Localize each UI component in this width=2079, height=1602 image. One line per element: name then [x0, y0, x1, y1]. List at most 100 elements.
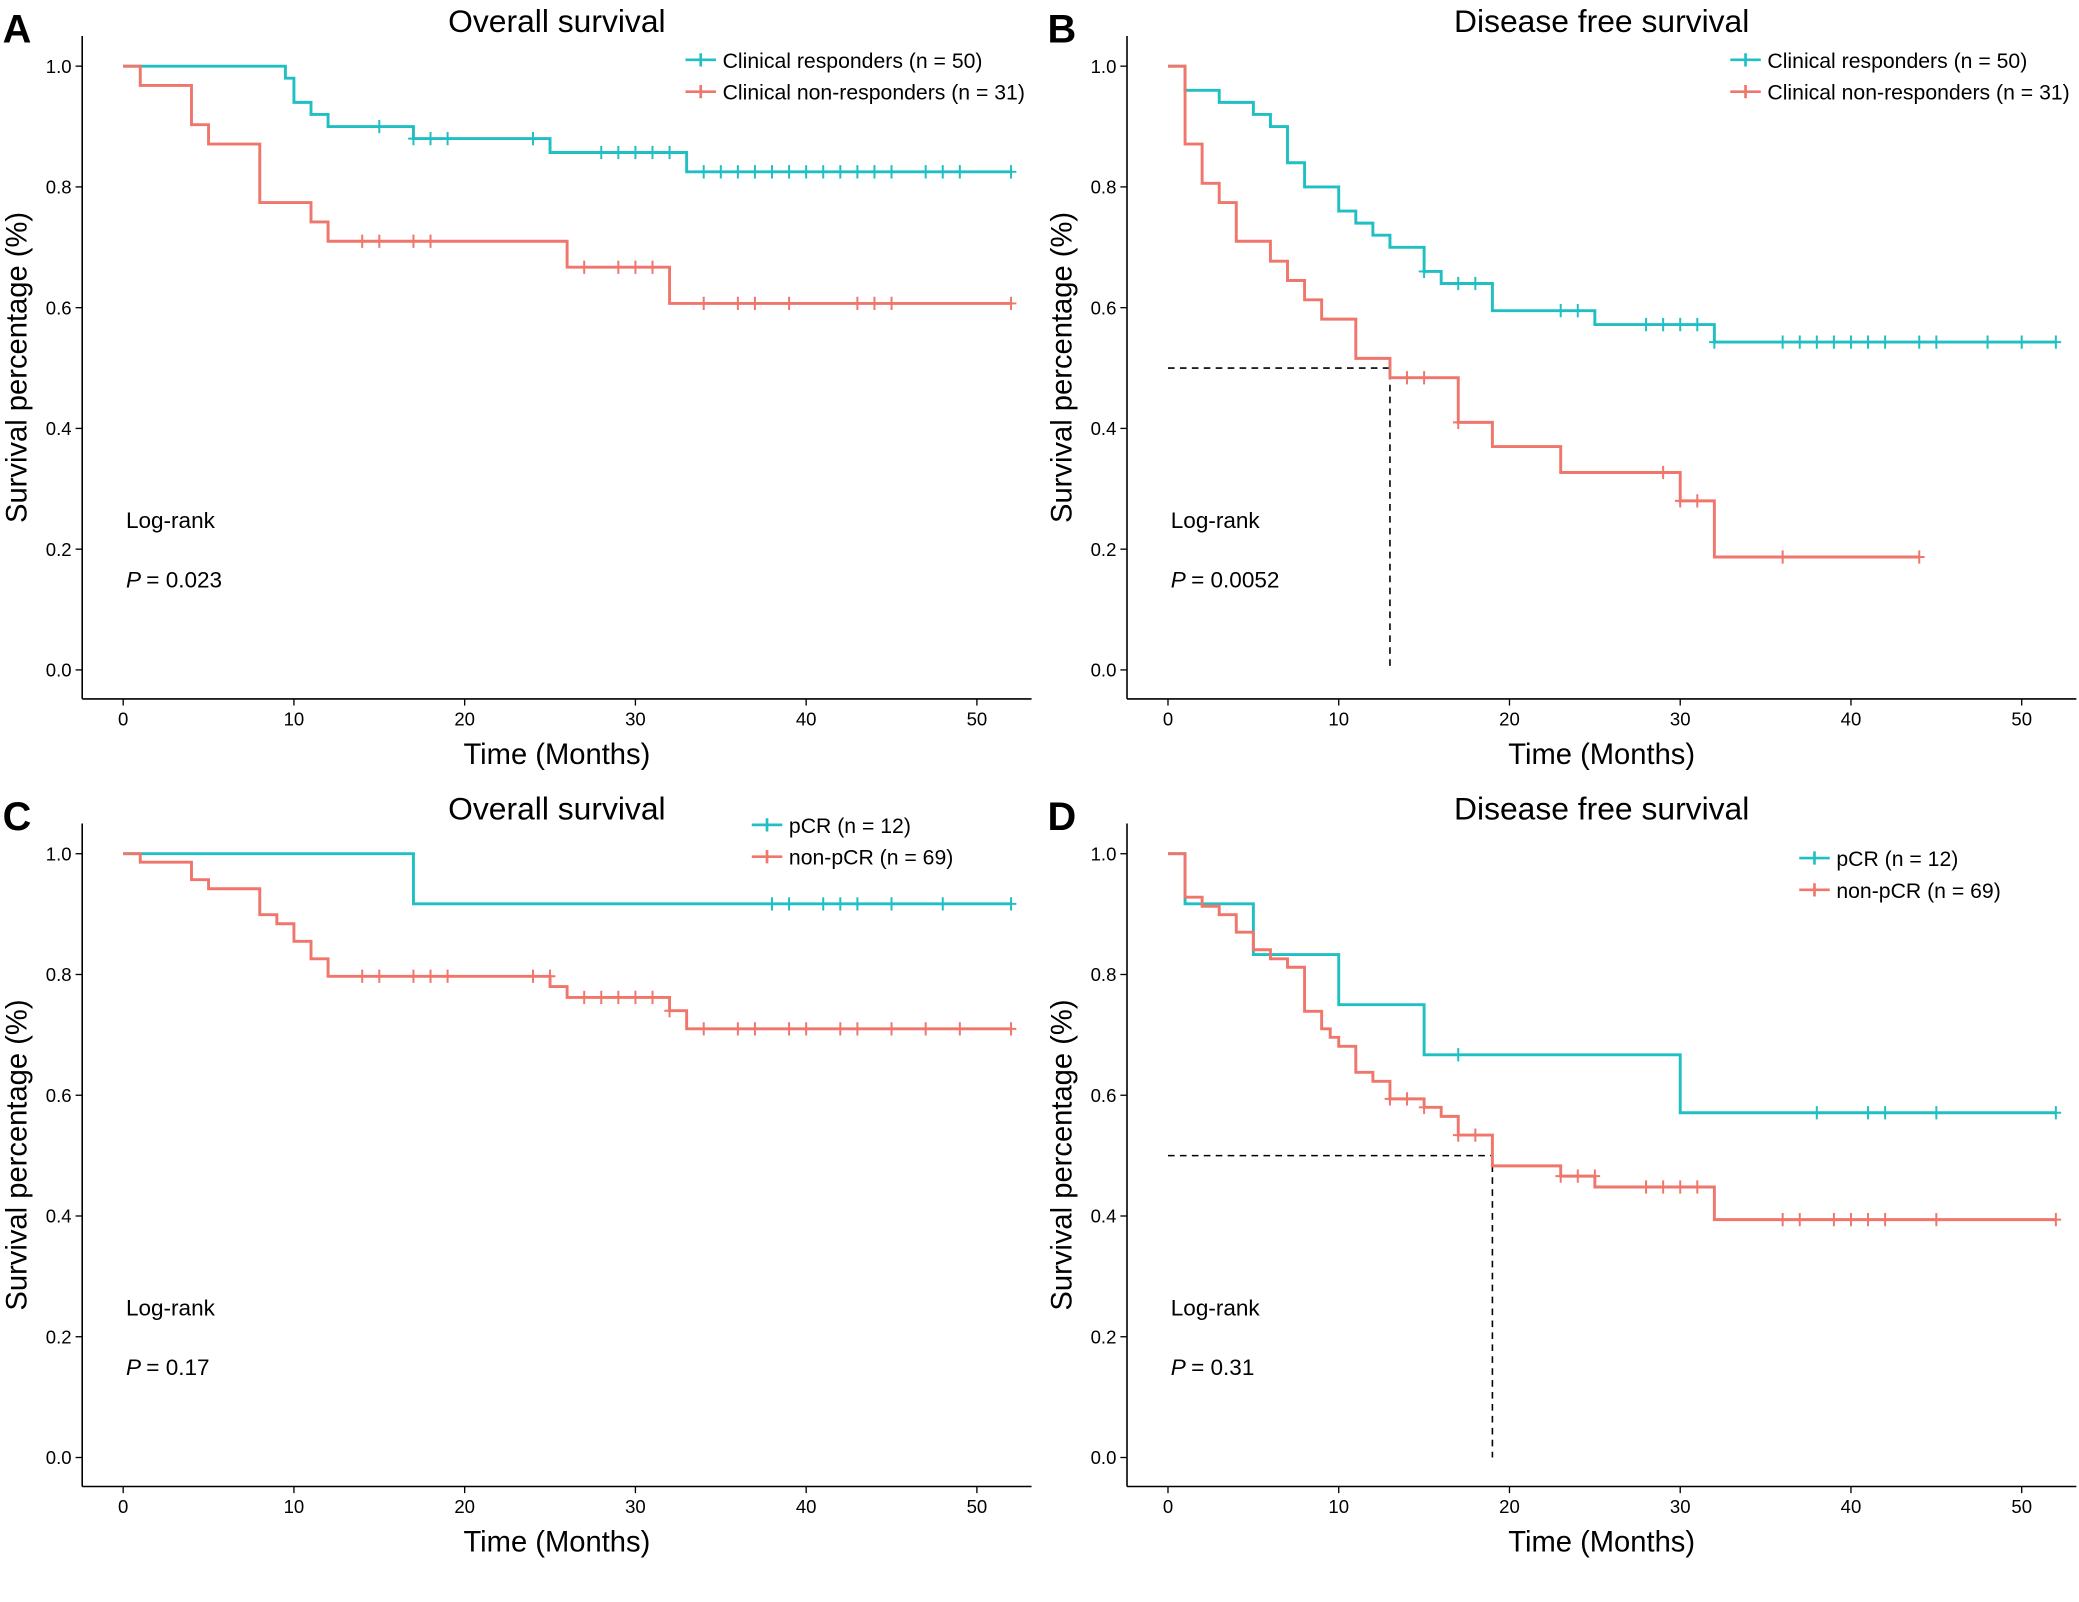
x-tick-label: 50	[2011, 708, 2032, 729]
y-tick-label: 0.0	[1091, 1447, 1117, 1468]
x-axis-label: Time (Months)	[1508, 1526, 1695, 1558]
legend-key	[1799, 883, 1830, 897]
censor-mark	[954, 165, 966, 179]
censor-mark	[835, 1022, 846, 1036]
y-tick-label: 0.0	[46, 1447, 72, 1468]
chart-title: Disease free survival	[1454, 791, 1749, 827]
test-label: Log-rank	[126, 508, 216, 533]
legend-key	[685, 53, 716, 67]
y-tick-label: 0.8	[46, 177, 72, 198]
censor-mark	[595, 145, 607, 160]
censor-mark	[613, 260, 624, 274]
test-label: Log-rank	[1171, 508, 1261, 533]
censor-mark	[1709, 335, 1720, 349]
censor-mark	[613, 145, 624, 160]
survival-line	[1167, 852, 2056, 1222]
censor-mark	[2050, 1106, 2062, 1120]
censor-mark	[698, 1022, 710, 1036]
x-axis-label: Time (Months)	[463, 1526, 650, 1558]
y-tick-label: 0.0	[46, 660, 72, 681]
censor-mark	[1862, 1212, 1874, 1227]
censor-mark	[800, 165, 812, 179]
x-tick-label: 10	[1328, 708, 1349, 729]
p-symbol: P	[1171, 568, 1186, 593]
censor-mark	[1452, 1128, 1464, 1142]
chart-title: Disease free survival	[1454, 3, 1749, 39]
censor-mark	[1005, 1022, 1017, 1036]
censor-mark	[1777, 550, 1788, 564]
legend-label: Clinical non-responders (n = 31)	[723, 82, 1025, 105]
censor-mark	[732, 296, 744, 311]
censor-mark	[852, 1022, 863, 1036]
y-tick-label: 0.8	[46, 964, 72, 985]
censor-mark	[1005, 897, 1017, 911]
panel: B Disease free survival 0.0 0.2 0.4 0.6 0.8 1.0…	[1046, 3, 2077, 771]
x-tick-label: 40	[1841, 708, 1862, 729]
legend-key	[751, 818, 783, 832]
p-symbol: P	[1171, 1355, 1186, 1380]
censor-mark	[817, 897, 829, 911]
x-tick-label: 30	[625, 708, 646, 729]
censor-mark	[783, 897, 795, 911]
x-tick-label: 30	[1670, 708, 1691, 729]
censor-mark	[527, 969, 539, 983]
censor-mark	[749, 296, 761, 311]
y-tick-label: 0.6	[46, 297, 72, 318]
censor-mark	[869, 296, 880, 311]
censor-mark	[630, 145, 641, 160]
censor-mark	[749, 165, 761, 179]
x-tick-label: 20	[454, 1496, 475, 1517]
censor-mark	[1452, 1048, 1464, 1062]
y-tick-label: 1.0	[46, 56, 72, 77]
censor-mark	[749, 1022, 761, 1036]
censor-mark	[715, 165, 727, 179]
censor-mark	[1657, 1180, 1669, 1194]
panel: D Disease free survival 0.0 0.2 0.4 0.6 0.8 1.0…	[1046, 791, 2077, 1558]
censor-mark	[356, 969, 368, 983]
censor-mark	[1401, 371, 1413, 385]
legend-key	[685, 85, 716, 99]
censor-mark	[1879, 335, 1891, 349]
censor-mark	[1913, 550, 1925, 564]
censor-mark	[732, 1022, 744, 1036]
x-tick-label: 10	[284, 708, 305, 729]
median-line	[1167, 367, 1391, 670]
censor-mark	[1691, 317, 1703, 332]
test-label: Log-rank	[1171, 1295, 1261, 1320]
panel-label: D	[1047, 795, 1076, 839]
x-tick-label: 20	[1499, 1496, 1520, 1517]
legend-label: Clinical non-responders (n = 31)	[1767, 82, 2069, 105]
x-tick-label: 0	[1163, 1496, 1173, 1517]
censor-mark	[1005, 165, 1017, 179]
censor-mark	[647, 990, 658, 1005]
censor-mark	[373, 234, 385, 248]
censor-mark	[886, 897, 897, 911]
censor-mark	[852, 897, 863, 911]
censor-mark	[1845, 1212, 1857, 1227]
censor-mark	[408, 969, 419, 983]
y-tick-label: 0.8	[1091, 964, 1117, 985]
censor-mark	[1862, 335, 1874, 349]
y-tick-label: 0.6	[1091, 1085, 1117, 1106]
y-tick-label: 0.4	[1091, 1206, 1117, 1227]
censor-mark	[1572, 1169, 1584, 1183]
censor-mark	[544, 969, 556, 983]
p-symbol: P	[126, 568, 141, 593]
x-tick-label: 0	[118, 708, 128, 729]
censor-mark	[852, 165, 863, 179]
legend-key	[1730, 53, 1761, 67]
censor-mark	[1470, 1128, 1481, 1142]
censor-mark	[1691, 1180, 1703, 1194]
x-tick-label: 40	[796, 708, 817, 729]
panel: C Overall survival 0.0 0.2 0.4 0.6 0.8 1.0 0 10 20…	[2, 791, 1032, 1558]
censor-mark	[1879, 1106, 1891, 1120]
censor-mark	[1811, 335, 1823, 349]
censor-mark	[835, 897, 846, 911]
p-text: = 0.31	[1191, 1355, 1254, 1380]
censor-mark	[1879, 1212, 1891, 1227]
censor-mark	[1931, 335, 1942, 349]
censor-mark	[732, 165, 744, 179]
x-tick-label: 50	[967, 708, 988, 729]
censor-mark	[1401, 1092, 1413, 1106]
